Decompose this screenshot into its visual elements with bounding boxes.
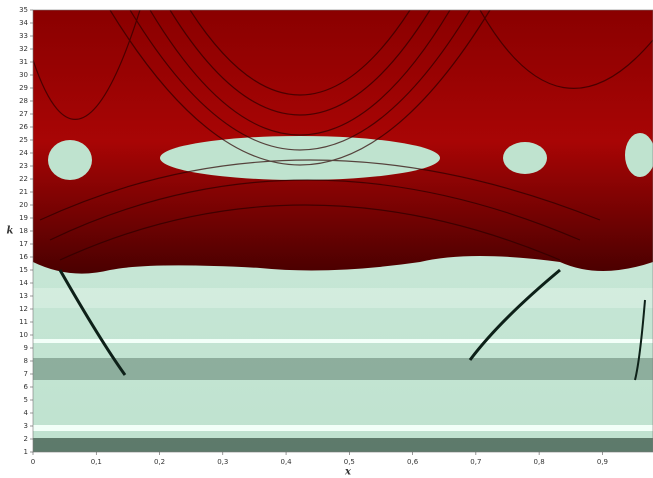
y-tick-label: 20 [19, 201, 28, 209]
y-tick-label: 16 [19, 253, 28, 261]
y-tick-label: 32 [19, 45, 28, 53]
x-tick-label: 0,4 [280, 458, 292, 466]
y-tick-label: 21 [19, 188, 28, 196]
y-tick-label: 11 [19, 318, 28, 326]
y-tick-label: 9 [24, 344, 28, 352]
x-tick-label: 0,7 [470, 458, 481, 466]
y-tick-label: 5 [24, 396, 28, 404]
x-tick-label: 0,5 [344, 458, 355, 466]
y-tick-label: 10 [19, 331, 28, 339]
y-tick-label: 8 [24, 357, 28, 365]
y-tick-label: 24 [19, 149, 28, 157]
y-tick-label: 17 [19, 240, 28, 248]
y-tick-label: 1 [24, 448, 28, 456]
y-tick-label: 19 [19, 214, 28, 222]
y-tick-label: 18 [19, 227, 28, 235]
y-tick-label: 30 [19, 71, 28, 79]
y-tick-label: 26 [19, 123, 28, 131]
heatmap-image [33, 10, 653, 452]
x-axis-label: x [344, 467, 352, 478]
y-tick-label: 22 [19, 175, 28, 183]
y-axis-label: k [7, 226, 14, 237]
y-tick-label: 27 [19, 110, 28, 118]
y-tick-label: 25 [19, 136, 28, 144]
x-tick-label: 0,3 [217, 458, 228, 466]
x-tick-label: 0,1 [91, 458, 102, 466]
y-tick-label: 7 [24, 370, 28, 378]
y-tick-label: 33 [19, 32, 28, 40]
x-tick-label: 0,6 [407, 458, 419, 466]
y-tick-label: 6 [24, 383, 29, 391]
x-tick-label: 0 [31, 458, 35, 466]
x-tick-label: 0,8 [534, 458, 545, 466]
y-tick-label: 15 [19, 266, 28, 274]
y-tick-label: 4 [24, 409, 29, 417]
x-tick-label: 0,2 [154, 458, 165, 466]
x-tick-label: 0,9 [597, 458, 608, 466]
y-tick-label: 29 [19, 84, 28, 92]
y-tick-label: 34 [19, 19, 28, 27]
y-tick-label: 14 [19, 279, 28, 287]
y-tick-label: 2 [24, 435, 28, 443]
y-tick-label: 23 [19, 162, 28, 170]
y-tick-label: 31 [19, 58, 28, 66]
y-tick-label: 35 [19, 6, 28, 14]
y-tick-label: 3 [24, 422, 28, 430]
y-tick-label: 12 [19, 305, 28, 313]
y-tick-label: 28 [19, 97, 28, 105]
y-tick-label: 13 [19, 292, 28, 300]
